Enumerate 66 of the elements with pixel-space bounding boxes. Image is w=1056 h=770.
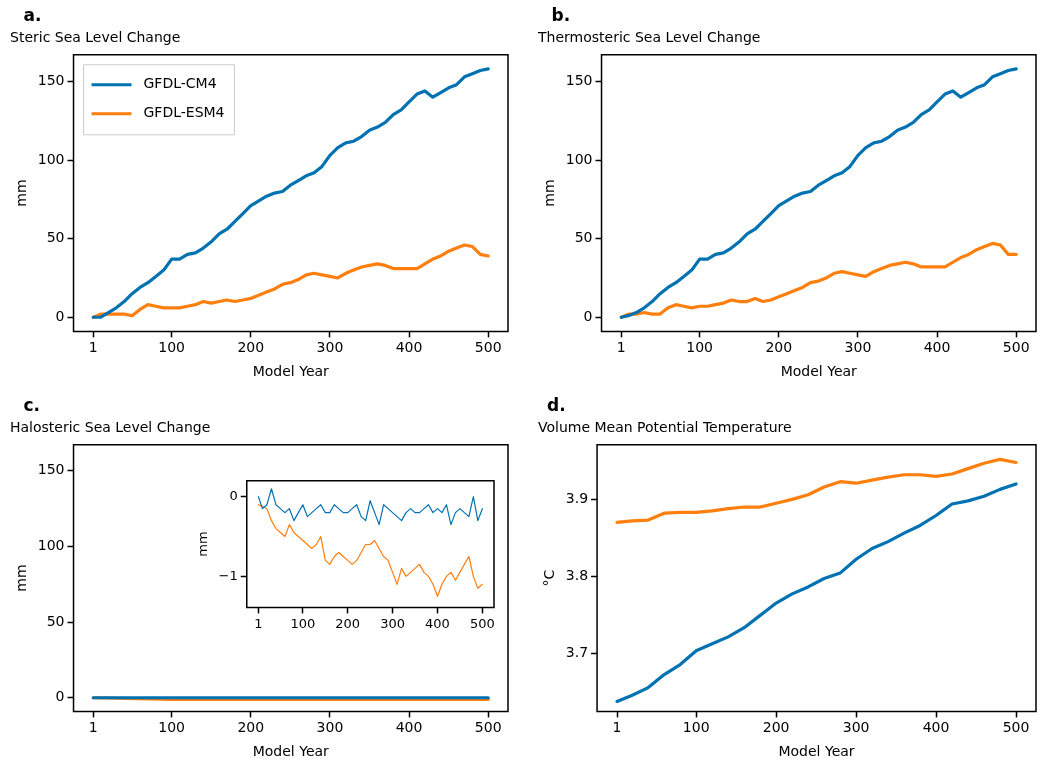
x-tick-label: 400 [923,339,951,356]
y-axis-title: mm [13,179,30,207]
x-tick-label: 1 [88,339,98,356]
x-tick-label: 100 [158,719,186,736]
y-tick-label: 50 [46,229,65,246]
chart-title: Volume Mean Potential Temperature [538,419,792,436]
x-tick-label: 300 [316,339,344,356]
y-tick-label: 3.9 [565,489,589,506]
x-tick-label: 500 [1002,719,1030,736]
text: a. [23,4,42,25]
x-tick-label: 200 [765,339,793,356]
x-tick-label: 200 [762,719,790,736]
y-tick-label: 100 [37,150,65,167]
x-tick-label: 400 [922,719,950,736]
x-tick-label: 400 [425,615,450,631]
y-axis-title: mm [195,531,211,557]
y-tick-label: −1 [218,567,238,583]
y-axis-title: mm [13,564,30,592]
x-tick-label: 1 [612,719,622,736]
text: b. [551,4,571,25]
x-tick-label: 400 [395,339,423,356]
y-tick-label: 3.7 [565,643,589,660]
x-tick-label: 100 [686,339,714,356]
x-axis-title: Model Year [778,743,855,760]
legend-label: GFDL-CM4 [143,75,217,92]
y-tick-label: 0 [229,488,238,504]
x-tick-label: 100 [682,719,710,736]
x-tick-label: 100 [158,339,186,356]
x-axis-title: Model Year [252,363,330,380]
x-axis-title: Model Year [780,363,858,380]
x-tick-label: 200 [237,719,265,736]
chart-title: Steric Sea Level Change [10,29,181,46]
x-tick-label: 1 [88,719,98,736]
chart-title: Thermosteric Sea Level Change [537,29,761,46]
y-tick-label: 150 [37,461,65,478]
x-tick-label: 500 [1002,339,1030,356]
text: d. [547,394,566,415]
x-tick-label: 500 [474,719,502,736]
x-tick-label: 400 [395,719,423,736]
x-tick-label: 300 [842,719,870,736]
x-tick-label: 300 [844,339,872,356]
y-axis-title: °C [541,569,558,587]
x-tick-label: 300 [316,719,344,736]
x-tick-label: 200 [237,339,265,356]
y-tick-label: 3.8 [565,566,589,583]
text: c. [23,394,41,415]
y-tick-label: 50 [46,612,65,629]
x-tick-label: 300 [380,615,406,631]
y-tick-label: 100 [37,536,65,553]
y-tick-label: 150 [37,72,65,89]
x-tick-label: 100 [290,615,316,631]
y-tick-label: 100 [565,150,593,167]
legend-label: GFDL-ESM4 [143,104,225,121]
x-tick-label: 200 [335,615,361,631]
y-tick-label: 50 [574,229,593,246]
chart-title: Halosteric Sea Level Change [10,419,211,436]
y-tick-label: 150 [565,72,593,89]
x-tick-label: 1 [616,339,626,356]
x-tick-label: 500 [474,339,502,356]
x-axis-title: Model Year [252,743,330,760]
y-axis-title: mm [541,179,558,207]
x-tick-label: 500 [469,615,495,631]
x-tick-label: 1 [254,615,263,631]
y-tick-label: 0 [55,688,65,705]
y-tick-label: 0 [55,307,65,324]
y-tick-label: 0 [583,307,593,324]
